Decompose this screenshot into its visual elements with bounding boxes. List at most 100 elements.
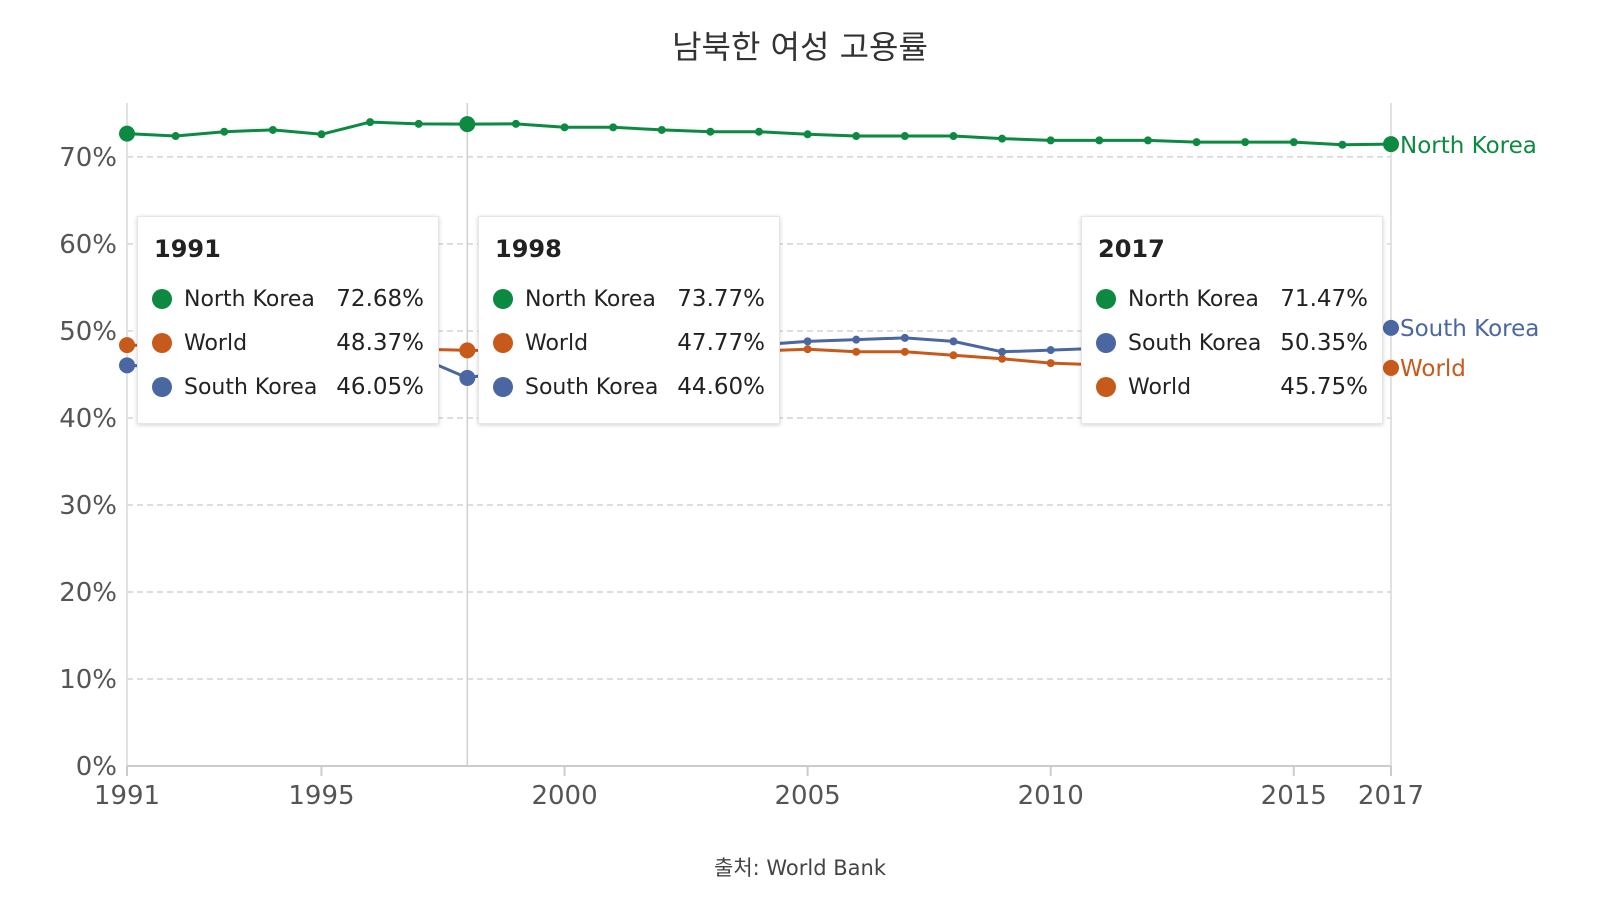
tooltip-value: 50.35% xyxy=(1280,330,1368,356)
tooltip-series-name: South Korea xyxy=(184,374,318,400)
tooltip-value: 73.77% xyxy=(677,286,765,312)
tooltip-value: 44.60% xyxy=(677,374,765,400)
tooltip-series-name: World xyxy=(184,330,248,356)
tooltip-row: South Korea 50.35% xyxy=(1096,321,1368,365)
label-layer: North Korea South Korea World xyxy=(1400,133,1539,382)
legend-dot-icon xyxy=(152,289,172,309)
data-point xyxy=(1241,138,1250,147)
data-point xyxy=(998,347,1007,356)
x-tick-label: 1995 xyxy=(288,781,354,811)
tooltip-row: South Korea 46.05% xyxy=(152,365,424,409)
data-point xyxy=(1338,140,1347,149)
chart-title: 남북한 여성 고용률 xyxy=(672,28,928,66)
x-tick-label: 2010 xyxy=(1018,781,1084,811)
data-point xyxy=(609,123,618,132)
legend-dot-icon xyxy=(493,289,513,309)
chart-source: 출처: World Bank xyxy=(714,856,886,880)
y-tick-label: 50% xyxy=(59,317,117,347)
tooltip-row: World 47.77% xyxy=(493,321,765,365)
tooltip-2017: 2017 North Korea 71.47% South Korea 50.35% Wo… xyxy=(1081,216,1383,424)
data-point xyxy=(560,123,569,132)
data-point xyxy=(900,132,909,141)
data-point xyxy=(657,125,666,134)
data-point xyxy=(459,369,476,386)
tooltip-1991: 1991 North Korea 72.68% World 48.37% South Ko… xyxy=(137,216,439,424)
data-point xyxy=(119,357,135,374)
legend-dot-icon xyxy=(1096,377,1116,397)
tooltip-value: 71.47% xyxy=(1280,286,1368,312)
x-tick-label: 1991 xyxy=(94,781,160,811)
tooltip-row: South Korea 44.60% xyxy=(493,365,765,409)
tooltip-series-name: North Korea xyxy=(1128,286,1259,312)
axis-layer: 0% 10% 20% 30% 40% 50% 60% 70% 1991 1995 2000 2005 2… xyxy=(59,103,1424,811)
tooltip-row: World 48.37% xyxy=(152,321,424,365)
y-tick-label: 40% xyxy=(59,404,117,434)
data-point xyxy=(171,132,180,141)
data-point xyxy=(900,347,909,356)
data-point xyxy=(220,127,229,136)
data-point xyxy=(949,351,958,360)
series-end-label: South Korea xyxy=(1400,316,1539,342)
data-point xyxy=(706,127,715,136)
x-tick-label: 2015 xyxy=(1261,781,1327,811)
data-point xyxy=(366,118,375,127)
tooltip-value: 46.05% xyxy=(336,374,424,400)
series-end-label: World xyxy=(1400,356,1466,382)
tooltip-1998: 1998 North Korea 73.77% World 47.77% South Ko… xyxy=(478,216,780,424)
data-point xyxy=(1289,138,1298,147)
data-point xyxy=(459,116,476,133)
data-point xyxy=(1383,136,1399,153)
tooltip-value: 48.37% xyxy=(336,330,424,356)
data-point xyxy=(1383,359,1399,376)
data-point xyxy=(317,130,326,139)
tooltip-value: 45.75% xyxy=(1280,374,1368,400)
data-point xyxy=(1192,138,1201,147)
legend-dot-icon xyxy=(152,333,172,353)
data-point xyxy=(119,337,135,354)
tooltip-year: 1998 xyxy=(495,235,562,263)
data-point xyxy=(949,132,958,141)
y-tick-label: 10% xyxy=(59,665,117,695)
data-point xyxy=(998,354,1007,363)
data-point xyxy=(414,119,423,128)
data-point xyxy=(900,333,909,342)
x-tick-label: 2017 xyxy=(1358,781,1424,811)
tooltip-series-name: North Korea xyxy=(184,286,315,312)
tooltip-row: World 45.75% xyxy=(1096,365,1368,409)
data-point xyxy=(852,335,861,344)
legend-dot-icon xyxy=(493,377,513,397)
data-point xyxy=(268,125,277,134)
data-point xyxy=(1046,359,1055,368)
tooltip-row: North Korea 72.68% xyxy=(152,277,424,321)
data-point xyxy=(119,125,135,142)
data-point xyxy=(511,119,520,128)
x-tick-label: 2005 xyxy=(775,781,841,811)
x-tick-label: 2000 xyxy=(531,781,597,811)
data-point xyxy=(803,337,812,346)
data-point xyxy=(803,345,812,354)
data-point xyxy=(1046,346,1055,355)
data-point xyxy=(949,337,958,346)
tooltip-series-name: World xyxy=(525,330,589,356)
data-point xyxy=(755,127,763,136)
tooltip-value: 47.77% xyxy=(677,330,765,356)
data-point xyxy=(1046,136,1055,145)
y-tick-label: 0% xyxy=(76,752,117,782)
tooltip-value: 72.68% xyxy=(336,286,424,312)
data-point xyxy=(852,132,861,141)
data-point xyxy=(459,342,476,359)
legend-dot-icon xyxy=(1096,333,1116,353)
data-point xyxy=(1095,136,1104,145)
data-point xyxy=(1383,319,1399,336)
data-point xyxy=(803,130,812,139)
data-point xyxy=(852,347,861,356)
tooltip-series-name: South Korea xyxy=(525,374,659,400)
tooltip-row: North Korea 71.47% xyxy=(1096,277,1368,321)
y-tick-label: 30% xyxy=(59,491,117,521)
tooltip-year: 2017 xyxy=(1098,235,1165,263)
y-tick-label: 20% xyxy=(59,578,117,608)
tooltip-year: 1991 xyxy=(154,235,221,263)
series-end-label: North Korea xyxy=(1400,133,1537,159)
